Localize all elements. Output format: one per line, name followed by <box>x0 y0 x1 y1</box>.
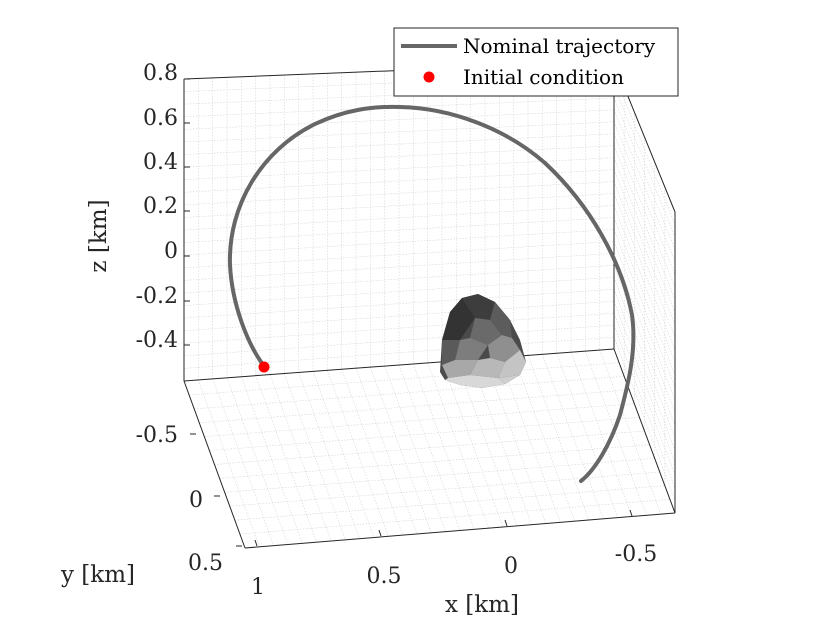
grid-line <box>613 205 676 363</box>
grid-line <box>413 363 475 530</box>
grid-line <box>613 336 676 501</box>
x-axis-label: x [km] <box>445 592 519 618</box>
grid-line <box>556 353 618 518</box>
grid-line <box>613 73 676 225</box>
legend-label-initial: Initial condition <box>463 65 624 89</box>
legend: Nominal trajectory Initial condition <box>393 27 679 97</box>
grid-line <box>613 217 676 376</box>
x-tick-label: 1 <box>251 575 265 600</box>
x-tick-mark <box>629 509 633 517</box>
z-tick-label: 0.4 <box>143 150 178 175</box>
tick-marks <box>184 78 633 547</box>
x-tick-mark <box>378 529 382 537</box>
x-tick-label: 0 <box>504 554 518 579</box>
legend-box <box>393 27 679 97</box>
grid-line <box>613 145 676 300</box>
y-tick-label: -0.5 <box>136 423 178 448</box>
z-tick-label: 0 <box>164 239 178 264</box>
x-tick-labels: 1 0.5 0 -0.5 <box>251 542 657 600</box>
grid-line <box>542 354 604 519</box>
grid-line <box>613 169 676 325</box>
z-tick-labels: 0.8 0.6 0.4 0.2 0 -0.2 -0.4 <box>136 61 178 353</box>
grid-line <box>284 373 346 540</box>
z-tick-label: 0.8 <box>143 61 178 86</box>
z-axis-label: z [km] <box>86 199 112 272</box>
grid-line <box>327 370 389 537</box>
grid-line <box>470 359 532 525</box>
grid-line <box>255 375 317 543</box>
grid-line <box>613 324 676 489</box>
grid-line <box>613 85 676 238</box>
y-axis-label: y [km] <box>60 562 135 588</box>
grid-line <box>198 379 260 547</box>
grid-line <box>355 368 418 535</box>
grid-line <box>269 374 332 542</box>
grid-line <box>613 241 676 401</box>
z-tick-label: -0.2 <box>136 284 178 309</box>
y-tick-label: 0 <box>189 488 203 513</box>
y-tick-labels: -0.5 0 0.5 <box>136 423 223 576</box>
grid-line <box>398 364 461 531</box>
legend-marker-swatch <box>423 71 435 83</box>
grid-line <box>599 349 661 515</box>
asteroid-body <box>440 294 526 388</box>
grid-line <box>484 358 547 524</box>
x-tick-label: 0.5 <box>367 564 402 589</box>
x-tick-label: -0.5 <box>615 542 657 567</box>
z-tick-label: 0.6 <box>143 106 178 131</box>
grid-line <box>341 369 403 536</box>
z-tick-label: 0.2 <box>143 194 178 219</box>
z-tick-label: -0.4 <box>136 328 178 353</box>
grid-line <box>613 133 676 288</box>
x-tick-mark <box>504 519 508 527</box>
legend-label-trajectory: Nominal trajectory <box>463 34 656 58</box>
floor-grid <box>189 349 670 547</box>
series-line-nominal-trajectory <box>227 104 636 483</box>
grid-line <box>613 121 676 275</box>
floor <box>184 349 675 548</box>
grid-line <box>613 229 676 388</box>
grid-line <box>613 97 676 250</box>
y-tick-label: 0.5 <box>188 551 223 576</box>
x-tick-mark <box>254 539 258 547</box>
grid-line <box>212 378 274 546</box>
grid-line <box>613 109 676 263</box>
grid-line <box>613 193 676 351</box>
grid-line <box>613 157 676 313</box>
series-marker-initial-condition <box>258 361 270 373</box>
grid-line <box>613 181 676 338</box>
grid-line <box>613 313 676 476</box>
